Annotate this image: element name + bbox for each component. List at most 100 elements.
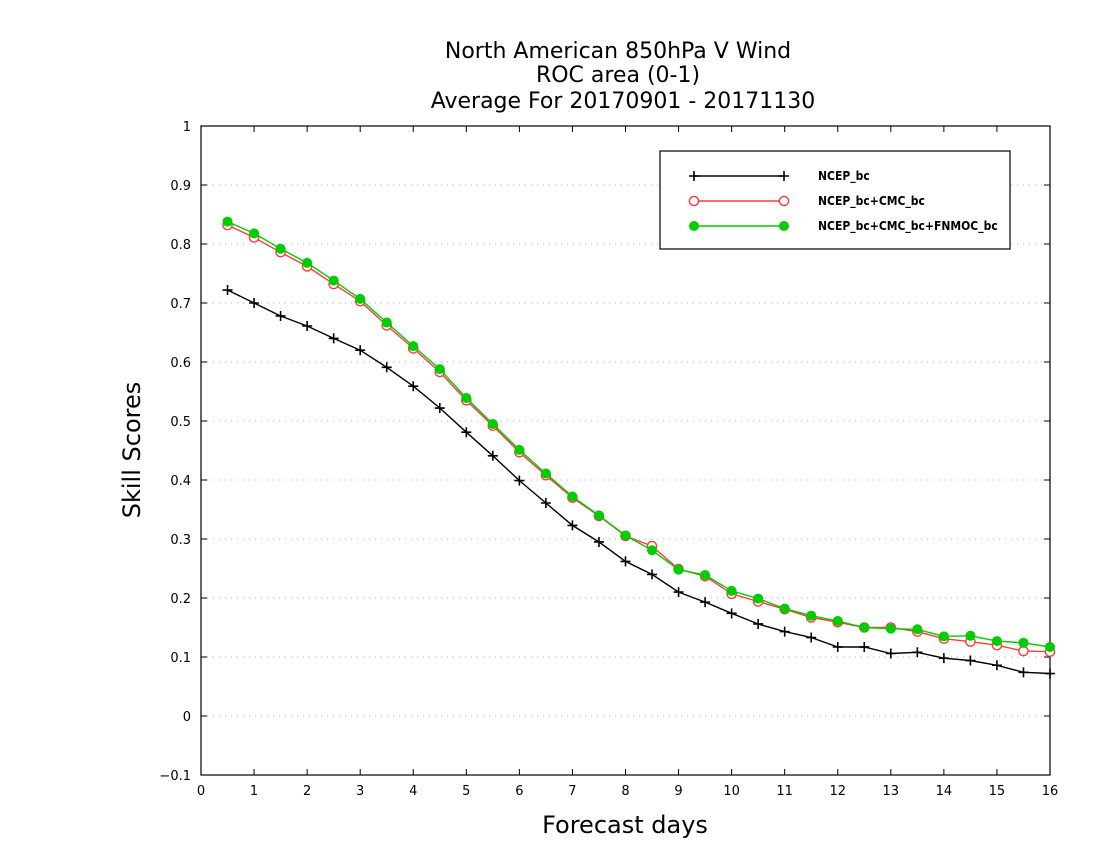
series-0-point-24 — [859, 641, 870, 652]
series-layer — [222, 216, 1056, 679]
x-tick-label-7: 7 — [568, 784, 576, 799]
y-tick-label-8: 0.7 — [170, 297, 191, 312]
y-tick-label-6: 0.5 — [170, 415, 191, 430]
series-1 — [222, 219, 1056, 657]
legend-label-1: NCEP_bc+CMC_bc — [818, 194, 925, 209]
legend-label-2: NCEP_bc+CMC_bc+FNMOC_bc — [818, 219, 998, 234]
series-0-point-4 — [328, 333, 339, 344]
x-tick-label-8: 8 — [621, 784, 629, 799]
series-0-point-9 — [461, 427, 472, 438]
x-tick-label-5: 5 — [462, 784, 470, 799]
legend-label-0: NCEP_bc — [818, 169, 870, 184]
series-0-point-10 — [487, 450, 498, 461]
series-2-point-4 — [328, 275, 339, 286]
series-0-point-7 — [408, 381, 419, 392]
ticks: 0 1 2 3 4 5 6 7 8 9 10 11 12 13 14 15 16−0.100.10.20.30.… — [159, 120, 1058, 799]
series-0-point-26 — [912, 647, 923, 658]
series-2-point-30 — [1018, 637, 1029, 648]
series-2-point-29 — [991, 636, 1002, 647]
series-0-point-31 — [1045, 668, 1055, 679]
series-2-point-31 — [1045, 641, 1055, 652]
x-tick-label-2: 2 — [303, 784, 311, 799]
series-2-point-6 — [381, 317, 392, 328]
legend-marker-start-1 — [688, 195, 700, 207]
legend-box — [659, 150, 1011, 250]
x-tick-label-13: 13 — [883, 784, 900, 799]
legend-marker-end-2 — [779, 221, 789, 231]
x-tick-label-15: 15 — [989, 784, 1006, 799]
series-0-point-14 — [593, 536, 604, 547]
x-tick-label-10: 10 — [723, 784, 740, 799]
series-0-point-15 — [620, 556, 631, 567]
y-tick-label-1: 0 — [183, 710, 191, 725]
y-tick-label-4: 0.3 — [170, 533, 191, 548]
grid — [201, 184, 1050, 717]
x-tick-label-6: 6 — [515, 784, 523, 799]
x-axis-label: Forecast days — [542, 811, 708, 839]
x-tick-label-12: 12 — [829, 784, 846, 799]
x-tick-label-4: 4 — [409, 784, 417, 799]
legend-entry-2: NCEP_bc+CMC_bc+FNMOC_bc — [689, 219, 998, 234]
legend-marker-end-0 — [779, 171, 789, 181]
series-0-point-30 — [1018, 667, 1029, 678]
series-0-point-0 — [222, 285, 233, 296]
series-2-point-27 — [938, 631, 949, 642]
series-2-point-20 — [753, 593, 764, 604]
series-2-point-21 — [779, 603, 790, 614]
series-0-point-20 — [753, 618, 764, 629]
series-2-point-19 — [726, 585, 737, 596]
series-2-point-28 — [965, 630, 976, 641]
series-2-point-15 — [620, 530, 631, 541]
series-2-point-5 — [355, 293, 366, 304]
y-tick-label-11: 1 — [183, 120, 191, 135]
x-tick-label-16: 16 — [1042, 784, 1059, 799]
series-2-point-9 — [461, 392, 472, 403]
series-2-point-13 — [567, 491, 578, 502]
series-2-point-22 — [806, 610, 817, 621]
series-line-1 — [227, 224, 1051, 653]
series-line-0 — [227, 289, 1051, 675]
series-2-point-18 — [700, 569, 711, 580]
legend-entry-1: NCEP_bc+CMC_bc — [688, 194, 925, 209]
series-2-point-8 — [434, 364, 445, 375]
series-0-point-19 — [726, 608, 737, 619]
series-1-point-30 — [1018, 645, 1029, 657]
y-axis-label: Skill Scores — [118, 382, 146, 519]
series-2-point-3 — [302, 257, 313, 268]
y-tick-label-5: 0.4 — [170, 474, 191, 489]
series-2-point-2 — [275, 243, 286, 254]
x-tick-label-3: 3 — [356, 784, 364, 799]
series-0 — [222, 285, 1055, 679]
series-2-point-23 — [832, 616, 843, 627]
x-tick-label-0: 0 — [197, 784, 205, 799]
series-0-point-3 — [302, 321, 313, 332]
series-0-point-22 — [806, 632, 817, 643]
x-tick-label-1: 1 — [250, 784, 258, 799]
series-0-point-25 — [885, 648, 896, 659]
series-2-point-17 — [673, 564, 684, 575]
series-line-2 — [227, 220, 1051, 648]
series-2-point-26 — [912, 624, 923, 635]
y-tick-label-7: 0.6 — [170, 356, 191, 371]
legend-marker-start-2 — [689, 221, 699, 231]
series-2-point-10 — [487, 418, 498, 429]
series-2-point-24 — [859, 622, 870, 633]
series-2-point-12 — [540, 468, 551, 479]
series-0-point-21 — [779, 626, 790, 637]
y-tick-label-10: 0.9 — [170, 179, 191, 194]
series-2 — [222, 216, 1055, 652]
series-0-point-18 — [700, 597, 711, 608]
series-2-point-0 — [222, 216, 233, 227]
series-0-point-28 — [965, 655, 976, 666]
x-tick-label-14: 14 — [936, 784, 953, 799]
y-tick-label-3: 0.2 — [170, 592, 191, 607]
series-0-point-27 — [938, 653, 949, 664]
series-0-point-8 — [434, 403, 445, 414]
x-tick-label-9: 9 — [674, 784, 682, 799]
legend-entry-0: NCEP_bc — [689, 169, 870, 184]
y-tick-label-9: 0.8 — [170, 238, 191, 253]
y-tick-label-2: 0.1 — [170, 651, 191, 666]
series-0-point-5 — [355, 345, 366, 356]
chart-title-line-2: ROC area (0-1) — [536, 63, 700, 88]
